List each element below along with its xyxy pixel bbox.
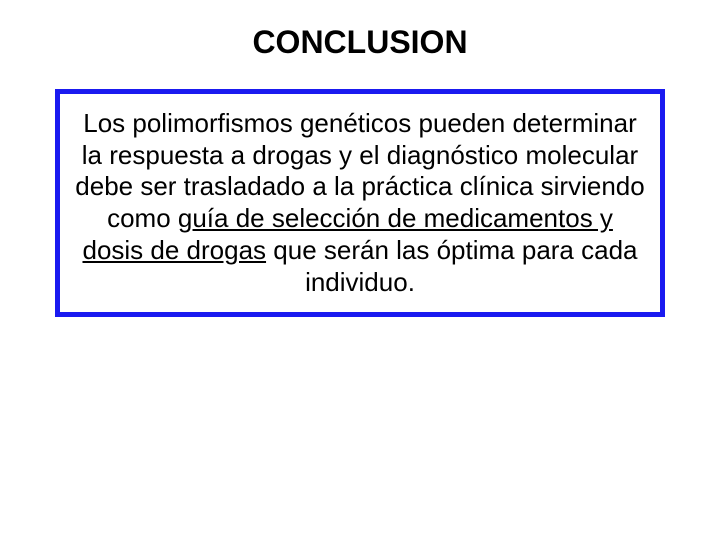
conclusion-text: Los polimorfismos genéticos pueden deter… — [74, 108, 646, 298]
text-segment: que serán las óptima para cada individuo… — [266, 235, 637, 297]
slide-title: CONCLUSION — [0, 24, 720, 61]
conclusion-box: Los polimorfismos genéticos pueden deter… — [55, 89, 665, 317]
slide: CONCLUSION Los polimorfismos genéticos p… — [0, 0, 720, 540]
